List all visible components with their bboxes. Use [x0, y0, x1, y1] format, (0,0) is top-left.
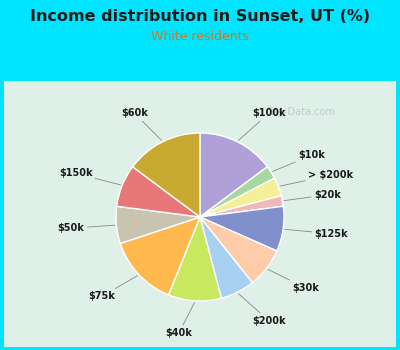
Text: $40k: $40k: [166, 302, 194, 338]
Text: $200k: $200k: [238, 294, 286, 326]
Text: $10k: $10k: [272, 150, 325, 172]
Wedge shape: [200, 217, 252, 298]
Text: > $200k: > $200k: [280, 170, 353, 186]
Wedge shape: [200, 178, 281, 217]
Wedge shape: [120, 217, 200, 295]
Wedge shape: [200, 133, 267, 217]
Wedge shape: [200, 217, 277, 283]
Wedge shape: [200, 196, 283, 217]
Text: $150k: $150k: [59, 168, 120, 185]
Text: $75k: $75k: [88, 275, 138, 301]
Wedge shape: [200, 206, 284, 251]
Text: $30k: $30k: [268, 270, 319, 293]
Text: $20k: $20k: [284, 190, 341, 201]
Text: $60k: $60k: [121, 108, 162, 140]
Text: White residents: White residents: [151, 30, 249, 43]
Text: $125k: $125k: [285, 229, 348, 239]
Wedge shape: [168, 217, 221, 301]
Text: City-Data.com: City-Data.com: [265, 107, 335, 117]
Text: Income distribution in Sunset, UT (%): Income distribution in Sunset, UT (%): [30, 9, 370, 24]
Text: $100k: $100k: [238, 108, 286, 140]
Wedge shape: [116, 206, 200, 244]
Wedge shape: [133, 133, 200, 217]
Wedge shape: [200, 167, 274, 217]
FancyBboxPatch shape: [4, 80, 396, 346]
Wedge shape: [117, 167, 200, 217]
Text: $50k: $50k: [58, 223, 115, 233]
